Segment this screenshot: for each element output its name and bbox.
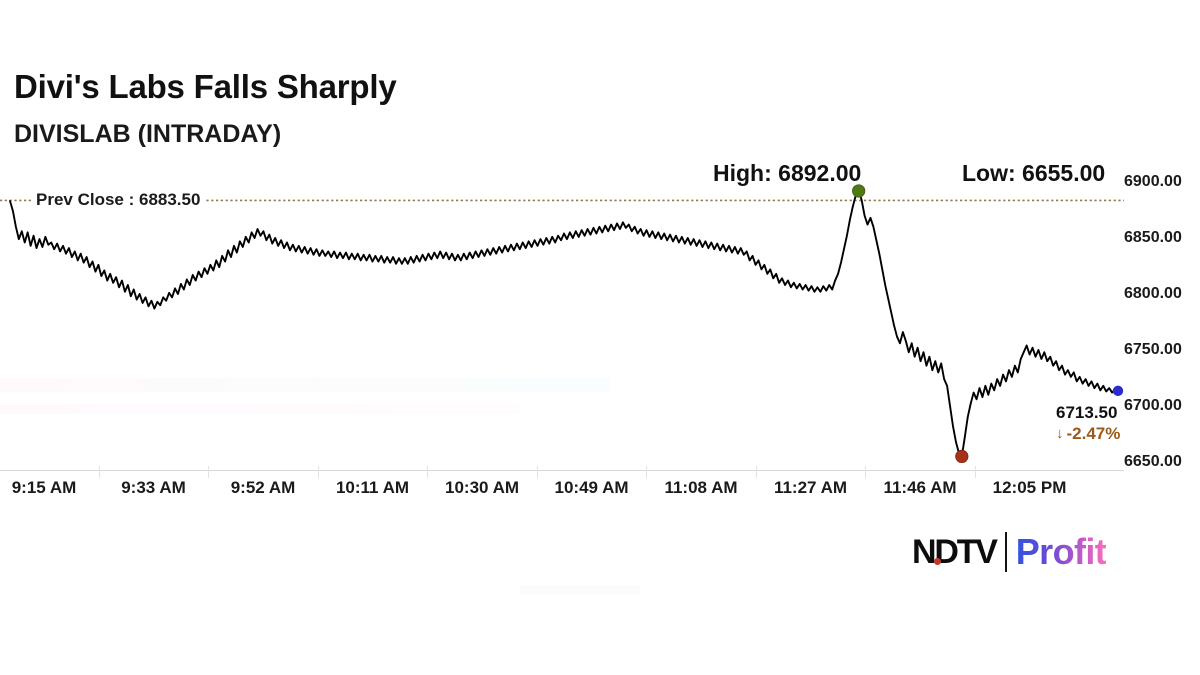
x-axis-tick-label: 9:52 AM — [230, 478, 296, 497]
change-percent-value: -2.47% — [1066, 423, 1121, 443]
x-axis: 9:15 AM 9:33 AM 9:52 AM 10:11 AM 10:30 AM 10:… — [0, 466, 1124, 508]
y-axis-tick-label: 6650.00 — [1124, 453, 1182, 470]
y-axis-tick-label: 6750.00 — [1124, 341, 1182, 358]
x-axis-tick-label: 11:46 AM — [883, 478, 957, 497]
page-title: Divi's Labs Falls Sharply — [14, 68, 397, 105]
x-axis-tick-mark — [536, 466, 538, 478]
y-axis: 6900.00 6850.00 6800.00 6750.00 6700.00 6650.… — [1124, 173, 1200, 475]
instrument-subtitle: DIVISLAB (INTRADAY) — [14, 120, 282, 148]
high-marker-dot — [852, 184, 866, 198]
price-line-chart — [0, 184, 1124, 463]
ndtv-dot-icon — [934, 557, 941, 565]
last-price-value: 6713.50 — [1056, 403, 1118, 422]
down-arrow-icon: ↓ — [1056, 425, 1064, 443]
ndtv-text: NDTV — [912, 532, 998, 571]
prev-close-label: Prev Close : 6883.50 — [32, 190, 205, 210]
x-axis-baseline — [0, 470, 1124, 471]
last-price-marker-dot — [1112, 385, 1124, 397]
last-price-change: ↓ -2.47% — [1056, 424, 1186, 444]
x-axis-tick-label: 11:08 AM — [664, 478, 738, 497]
ndtv-profit-logo: NDTV Profit — [912, 530, 1107, 574]
background-artifact — [520, 585, 640, 595]
x-axis-tick-mark — [755, 466, 757, 478]
y-axis-tick-label: 6900.00 — [1124, 173, 1182, 190]
x-axis-tick-mark — [208, 466, 210, 478]
x-axis-tick-label: 10:30 AM — [444, 478, 520, 497]
x-axis-tick-mark — [427, 466, 429, 478]
x-axis-tick-label: 10:49 AM — [554, 478, 629, 497]
x-axis-tick-label: 11:27 AM — [773, 478, 848, 497]
low-stat-label: Low: 6655.00 — [962, 160, 1106, 186]
x-axis-tick-mark — [646, 466, 648, 478]
x-axis-tick-label: 12:05 PM — [992, 478, 1067, 497]
x-axis-tick-mark — [865, 466, 867, 478]
ndtv-wordmark: NDTV — [912, 532, 998, 572]
high-stat-label: High: 6892.00 — [713, 160, 862, 186]
low-marker-dot — [955, 449, 969, 463]
profit-wordmark: Profit — [1015, 531, 1107, 572]
logo-divider — [1004, 532, 1007, 572]
x-axis-tick-label: 9:33 AM — [121, 478, 186, 497]
x-axis-tick-mark — [974, 466, 976, 478]
y-axis-tick-label: 6850.00 — [1124, 229, 1182, 246]
last-price-callout: 6713.50 ↓ -2.47% — [1056, 404, 1186, 444]
x-axis-tick-label: 10:11 AM — [335, 478, 410, 497]
chart-plot-area — [0, 175, 1200, 475]
x-axis-tick-mark — [98, 466, 100, 478]
y-axis-tick-label: 6800.00 — [1124, 285, 1182, 302]
price-line — [9, 190, 1119, 458]
y-axis-tick-label: 6700.00 — [1124, 397, 1182, 414]
x-axis-tick-label: 9:15 AM — [11, 478, 77, 497]
x-axis-tick-mark — [317, 466, 319, 478]
